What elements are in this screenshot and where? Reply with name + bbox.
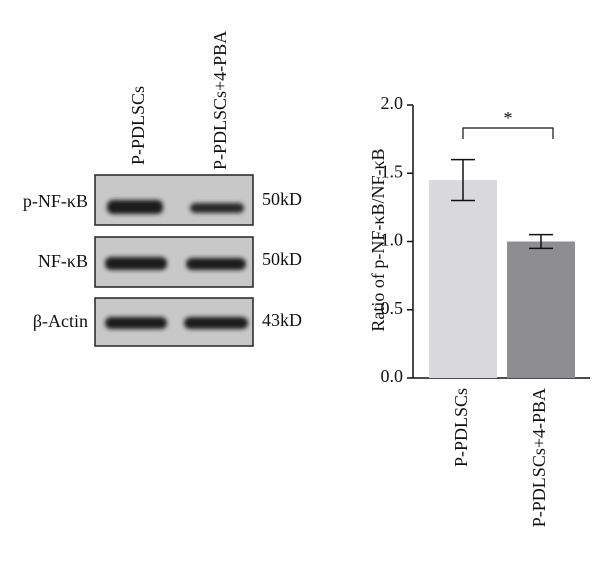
error-bar (529, 233, 553, 250)
band (186, 258, 246, 270)
x-tick-label: P-PDLSCs+4-PBA (529, 388, 549, 527)
size-label: 43kD (262, 310, 302, 330)
row-label: NF-κB (38, 251, 88, 271)
y-tick-label: 1.0 (381, 230, 404, 250)
bar (507, 241, 575, 378)
size-label: 50kD (262, 189, 302, 209)
band (105, 317, 167, 329)
row-label: β-Actin (33, 311, 88, 331)
error-bar (451, 158, 475, 202)
y-tick-label: 0.0 (381, 366, 404, 386)
band (107, 200, 163, 214)
significance-bracket (462, 127, 554, 139)
bar (429, 180, 497, 378)
blot-panel: P-PDLSCs P-PDLSCs+4-PBA p-NF-κB NF-κB β-… (23, 31, 302, 347)
row-label: p-NF-κB (23, 191, 88, 211)
y-tick-label: 2.0 (381, 93, 404, 113)
band (184, 317, 248, 329)
y-tick-label: 1.5 (381, 161, 404, 181)
band (190, 203, 244, 213)
band (105, 257, 167, 270)
size-label: 50kD (262, 249, 302, 269)
significance-label: * (504, 108, 513, 128)
lane-label: P-PDLSCs+4-PBA (210, 31, 230, 170)
y-tick-label: 0.5 (381, 298, 404, 318)
x-tick-label: P-PDLSCs (451, 388, 471, 467)
lane-label: P-PDLSCs (128, 86, 148, 165)
y-axis-label: Ratio of p-NF-κB/NF-κB (368, 148, 388, 331)
